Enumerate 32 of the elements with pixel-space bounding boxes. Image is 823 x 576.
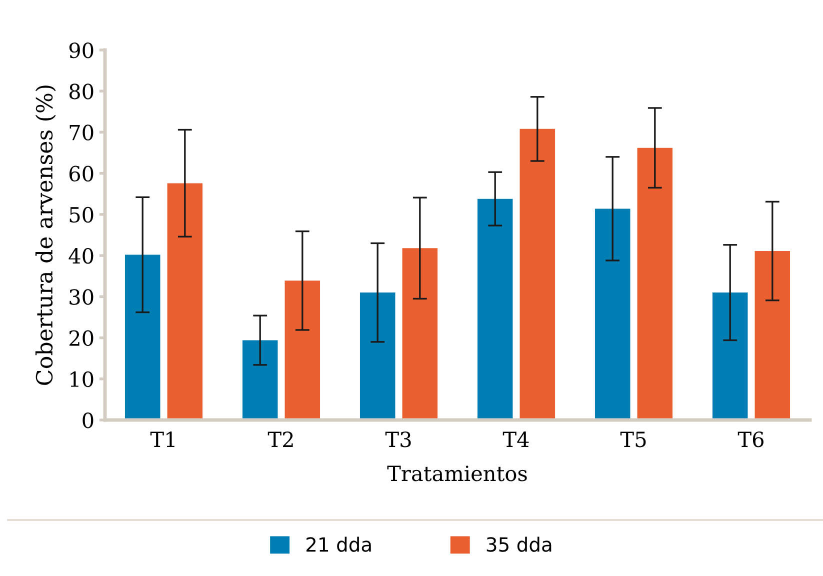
x-axis-title: Tratamientos [387, 466, 527, 482]
bar [520, 128, 556, 420]
bar [124, 254, 160, 420]
y-tick-label: 80 [69, 84, 94, 100]
y-axis-title: Cobertura de arvenses (%) [35, 86, 56, 385]
bar [754, 251, 790, 420]
x-tick-label: T5 [620, 432, 646, 448]
x-tick-label: T2 [268, 431, 293, 447]
legend-label: 35 dda [486, 536, 552, 552]
legend-label: 21 dda [306, 536, 371, 552]
bar [594, 208, 630, 420]
bar [637, 148, 673, 420]
x-tick-label: T4 [502, 431, 529, 447]
y-tick-label: 50 [70, 206, 94, 223]
y-tick-label: 20 [69, 330, 94, 346]
y-tick-label: 70 [70, 124, 94, 140]
bar [360, 292, 396, 420]
x-tick-label: T3 [385, 431, 411, 448]
bar [712, 292, 748, 420]
bar [477, 198, 513, 420]
y-tick-label: 0 [82, 412, 94, 428]
x-tick-label: T1 [150, 431, 174, 447]
bar [167, 183, 203, 420]
y-tick-label: 40 [68, 248, 94, 264]
bar [284, 280, 320, 420]
y-tick-label: 90 [69, 42, 94, 58]
x-tick-label: T6 [738, 431, 764, 448]
y-tick-label: 60 [69, 166, 94, 182]
y-tick-label: 10 [70, 371, 94, 388]
y-tick-label: 30 [70, 289, 94, 305]
bar [242, 340, 278, 420]
bar [402, 248, 438, 420]
